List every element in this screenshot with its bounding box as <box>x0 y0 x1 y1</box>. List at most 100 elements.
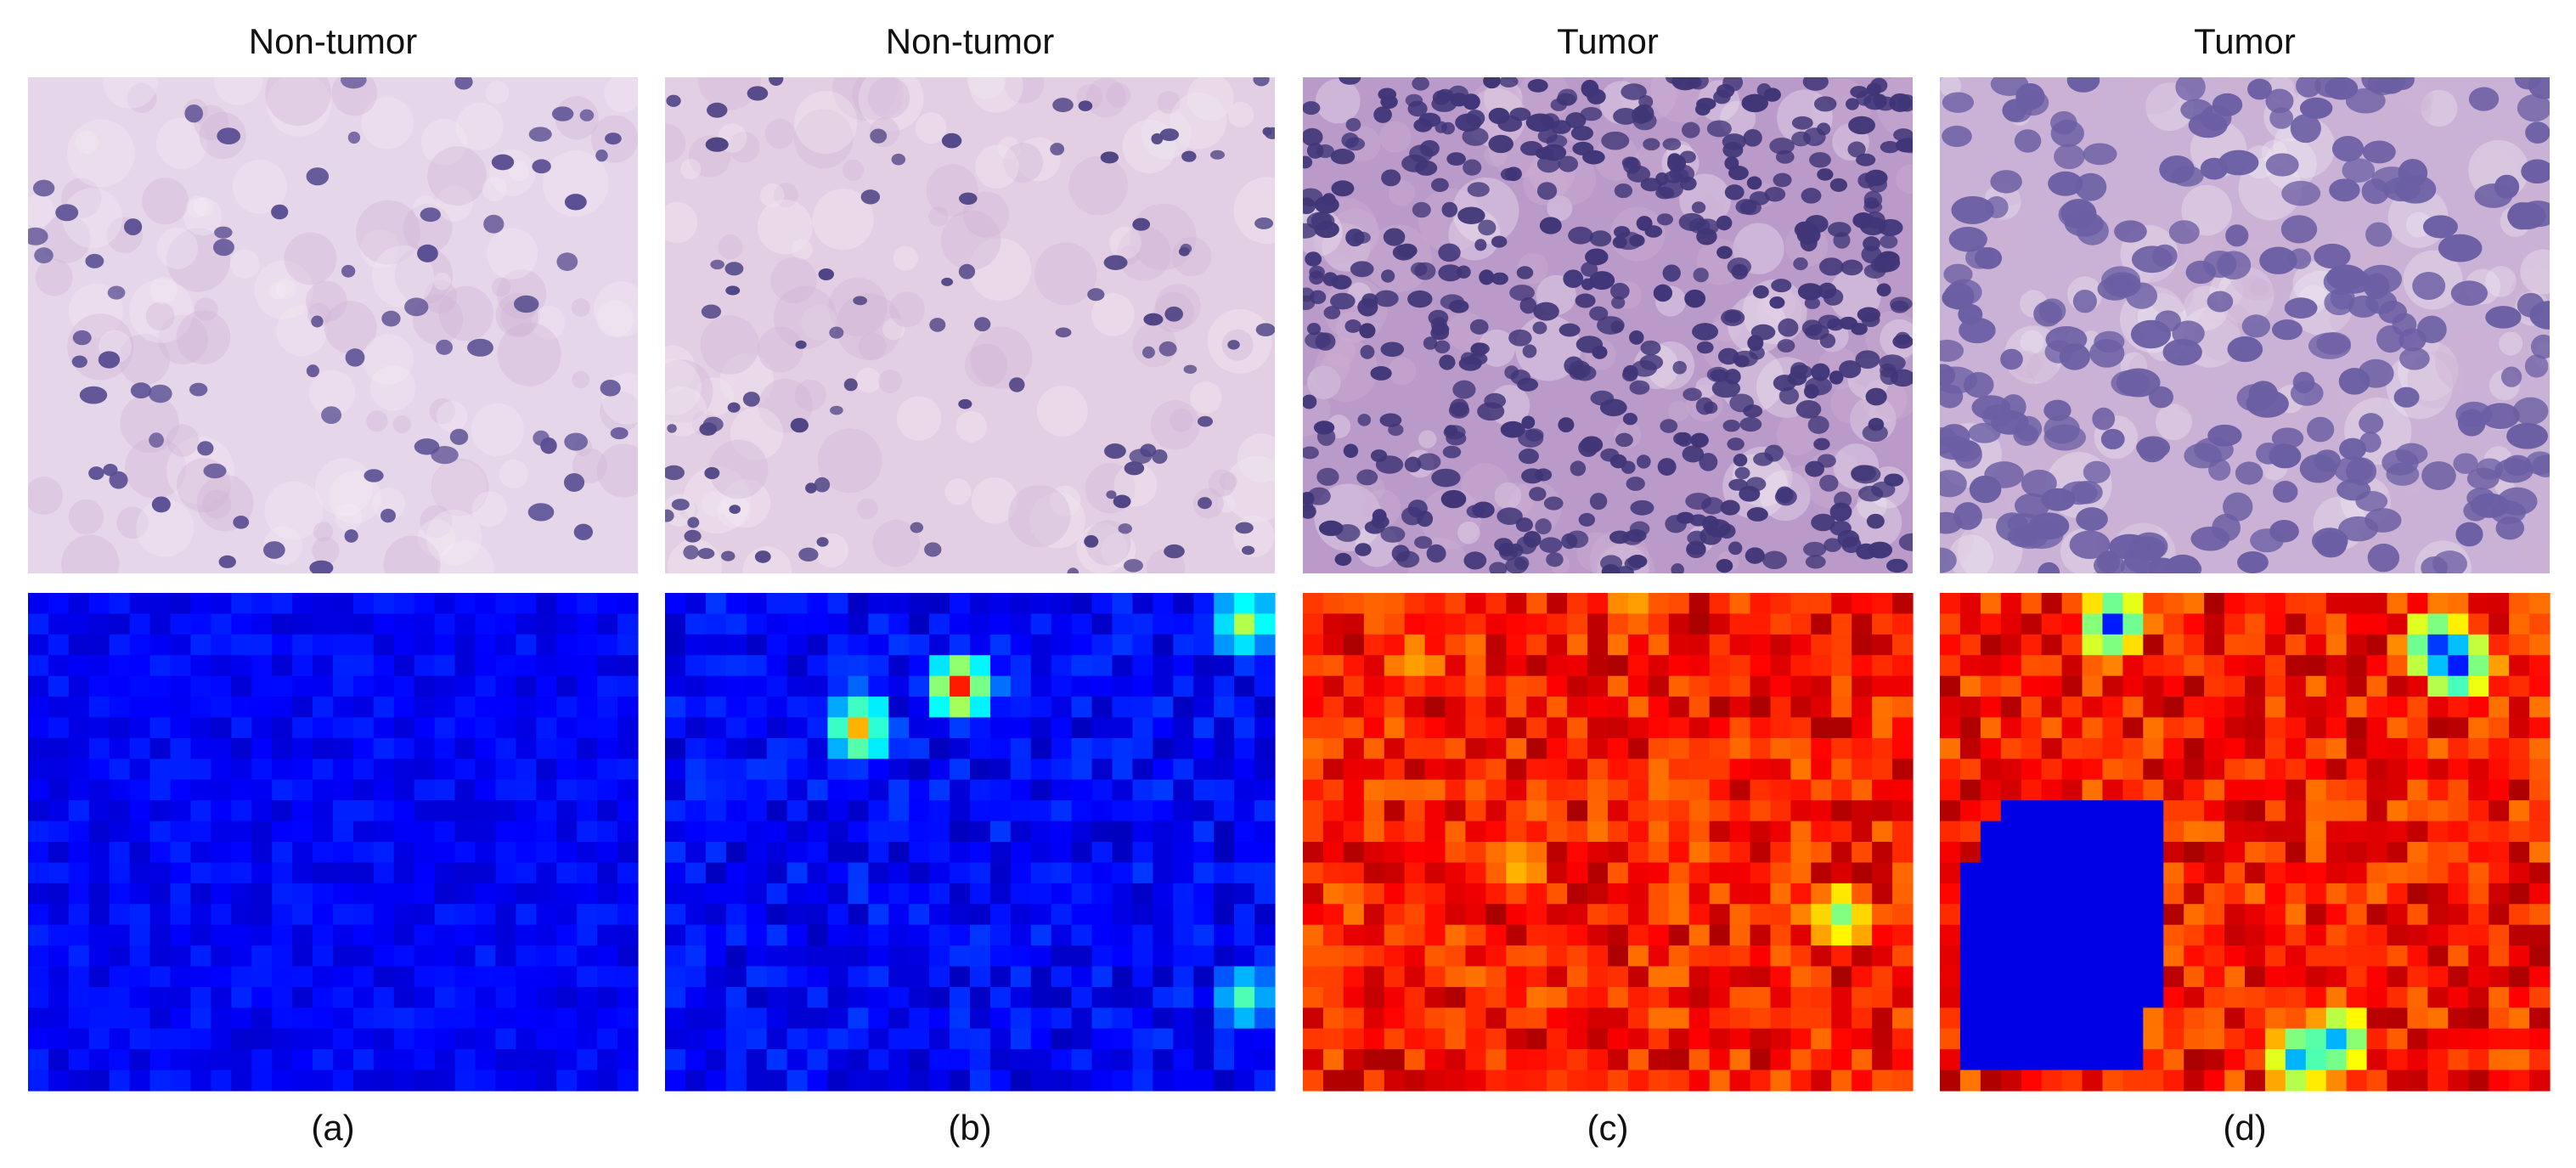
heatmap-cell <box>807 883 829 905</box>
tissue-texture <box>116 506 149 539</box>
heatmap <box>1303 593 1914 1092</box>
heatmap-cell <box>2102 904 2123 926</box>
heatmap-cell <box>2264 1069 2286 1092</box>
heatmap-cell <box>950 655 971 677</box>
nucleus <box>2296 77 2322 98</box>
nucleus <box>467 338 493 357</box>
heatmap-cell <box>2102 634 2123 656</box>
heatmap-cell <box>1091 800 1113 822</box>
heatmap-cell <box>1254 842 1276 864</box>
heatmap-cell <box>2509 717 2530 739</box>
heatmap-cell <box>705 634 727 656</box>
heatmap-cell <box>888 842 910 864</box>
heatmap-cell <box>2346 759 2368 781</box>
heatmap-cell <box>1526 737 1547 759</box>
heatmap-cell <box>1892 1069 1914 1092</box>
heatmap-cell <box>2427 842 2449 864</box>
tissue-texture <box>1948 534 1993 573</box>
nucleus <box>2528 77 2550 99</box>
nucleus <box>1629 521 1650 537</box>
heatmap-cell <box>1709 634 1731 656</box>
heatmap-cell <box>536 1049 557 1071</box>
nucleus <box>2054 144 2085 170</box>
heatmap-cell <box>1030 842 1052 864</box>
heatmap-cell <box>231 945 252 968</box>
nucleus <box>725 285 741 296</box>
tissue-texture <box>284 232 337 285</box>
nucleus <box>1778 318 1799 337</box>
heatmap-cell <box>1831 634 1852 656</box>
nucleus <box>1497 507 1523 525</box>
heatmap-cell <box>1234 675 1255 697</box>
nucleus <box>1521 415 1536 430</box>
tissue-texture <box>371 245 435 308</box>
heatmap-cell <box>1193 904 1215 926</box>
nucleus <box>1880 141 1900 154</box>
heatmap-cell <box>352 1028 375 1050</box>
heatmap-cell <box>109 759 131 781</box>
heatmap-cell <box>536 945 557 968</box>
heatmap-cell <box>516 800 537 822</box>
tissue-texture <box>572 370 590 389</box>
nucleus <box>527 503 555 522</box>
heatmap-cell <box>2061 966 2083 988</box>
heatmap-cell <box>1445 862 1467 884</box>
heatmap-cell <box>1959 924 1981 946</box>
heatmap-cell <box>1485 821 1507 843</box>
heatmap-cell <box>1254 883 1276 905</box>
heatmap-cell <box>1750 759 1772 781</box>
heatmap-cell <box>950 1028 971 1050</box>
heatmap-cell <box>868 883 889 905</box>
heatmap-cell <box>2102 821 2123 843</box>
heatmap-cell <box>989 924 1012 946</box>
nucleus <box>2064 211 2104 237</box>
heatmap-cell <box>2387 883 2409 905</box>
tissue-texture <box>604 77 638 113</box>
heatmap-cell <box>2245 593 2266 615</box>
heatmap-cell <box>536 862 557 884</box>
nucleus <box>2083 143 2117 166</box>
heatmap-cell <box>1790 883 1812 905</box>
heatmap-cell <box>556 800 578 822</box>
nucleus <box>1314 221 1339 239</box>
heatmap-cell <box>516 634 537 656</box>
heatmap-cell <box>2102 842 2123 864</box>
nucleus <box>1811 363 1830 381</box>
heatmap-cell <box>2448 924 2469 946</box>
heatmap-cell <box>28 717 49 739</box>
heatmap-cell <box>1343 759 1365 781</box>
heatmap-cell <box>1193 717 1215 739</box>
heatmap-cell <box>827 779 848 801</box>
heatmap-cell <box>1445 904 1467 926</box>
heatmap-cell <box>2082 904 2104 926</box>
heatmap-cell <box>1831 945 1852 968</box>
nucleus <box>610 426 628 440</box>
heatmap-cell <box>352 945 375 968</box>
heatmap-cell <box>292 779 313 801</box>
tissue-texture <box>455 103 504 151</box>
heatmap-cell <box>2000 655 2022 677</box>
heatmap-cell <box>1445 1069 1467 1092</box>
heatmap-cell <box>475 655 497 677</box>
heatmap-cell <box>1729 1069 1751 1092</box>
nucleus <box>1867 541 1893 559</box>
heatmap-cell <box>1404 717 1426 739</box>
heatmap-cell <box>1940 986 1961 1008</box>
heatmap-cell <box>1234 779 1255 801</box>
heatmap-cell <box>1668 697 1690 719</box>
tissue-texture <box>193 196 213 217</box>
heatmap-cell <box>1831 697 1852 719</box>
heatmap-cell <box>1790 717 1812 739</box>
nucleus <box>1769 296 1785 309</box>
nucleus <box>1443 425 1466 440</box>
heatmap-cell <box>1193 1007 1215 1030</box>
heatmap-cell <box>685 1069 707 1092</box>
heatmap-cell <box>1729 779 1751 801</box>
heatmap-cell <box>807 1028 829 1050</box>
heatmap-cell <box>1234 966 1255 988</box>
heatmap-cell <box>1770 1028 1791 1050</box>
nucleus <box>344 529 358 543</box>
heatmap-cell <box>333 634 354 656</box>
heatmap-cell <box>848 1028 869 1050</box>
heatmap-cell <box>1940 904 1961 926</box>
